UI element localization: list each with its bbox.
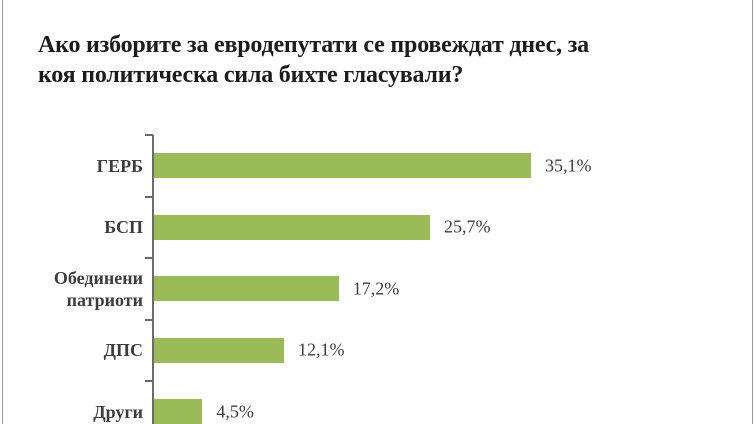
axis-tick bbox=[145, 195, 153, 198]
bar-бсп bbox=[154, 214, 431, 240]
bar-герб bbox=[154, 153, 531, 179]
category-label: ДПС bbox=[103, 340, 143, 361]
category-label: БСП bbox=[104, 217, 143, 238]
category-label: ГЕРБ bbox=[96, 155, 143, 176]
bar-chart: ГЕРБ 35,1% БСП 25,7% Обединени патриоти 17,2%… bbox=[0, 134, 754, 424]
value-label: 25,7% bbox=[444, 216, 491, 237]
axis-tick bbox=[145, 318, 153, 321]
category-axis-line bbox=[152, 135, 154, 424]
page-border-left bbox=[2, 0, 3, 424]
value-label: 35,1% bbox=[545, 155, 592, 176]
bar-други bbox=[154, 399, 203, 424]
value-label: 12,1% bbox=[297, 339, 345, 360]
value-label: 17,2% bbox=[352, 278, 400, 299]
axis-tick bbox=[145, 257, 153, 259]
chart-title-line-2: коя политическа сила бихте гласували? bbox=[38, 62, 464, 89]
category-label: Други bbox=[93, 401, 143, 422]
axis-tick bbox=[145, 134, 153, 136]
category-label: Обединени патриоти bbox=[53, 267, 143, 310]
chart-title: Ако изборите за евродепутати се провежда… bbox=[38, 30, 714, 90]
value-label: 4,5% bbox=[216, 401, 254, 422]
axis-tick bbox=[145, 380, 153, 382]
bar-дпс bbox=[154, 337, 284, 363]
bar-обединени-патриоти bbox=[154, 276, 339, 302]
page-border-right bbox=[752, 0, 753, 424]
chart-title-line-1: Ако изборите за евродепутати се провежда… bbox=[38, 32, 589, 59]
